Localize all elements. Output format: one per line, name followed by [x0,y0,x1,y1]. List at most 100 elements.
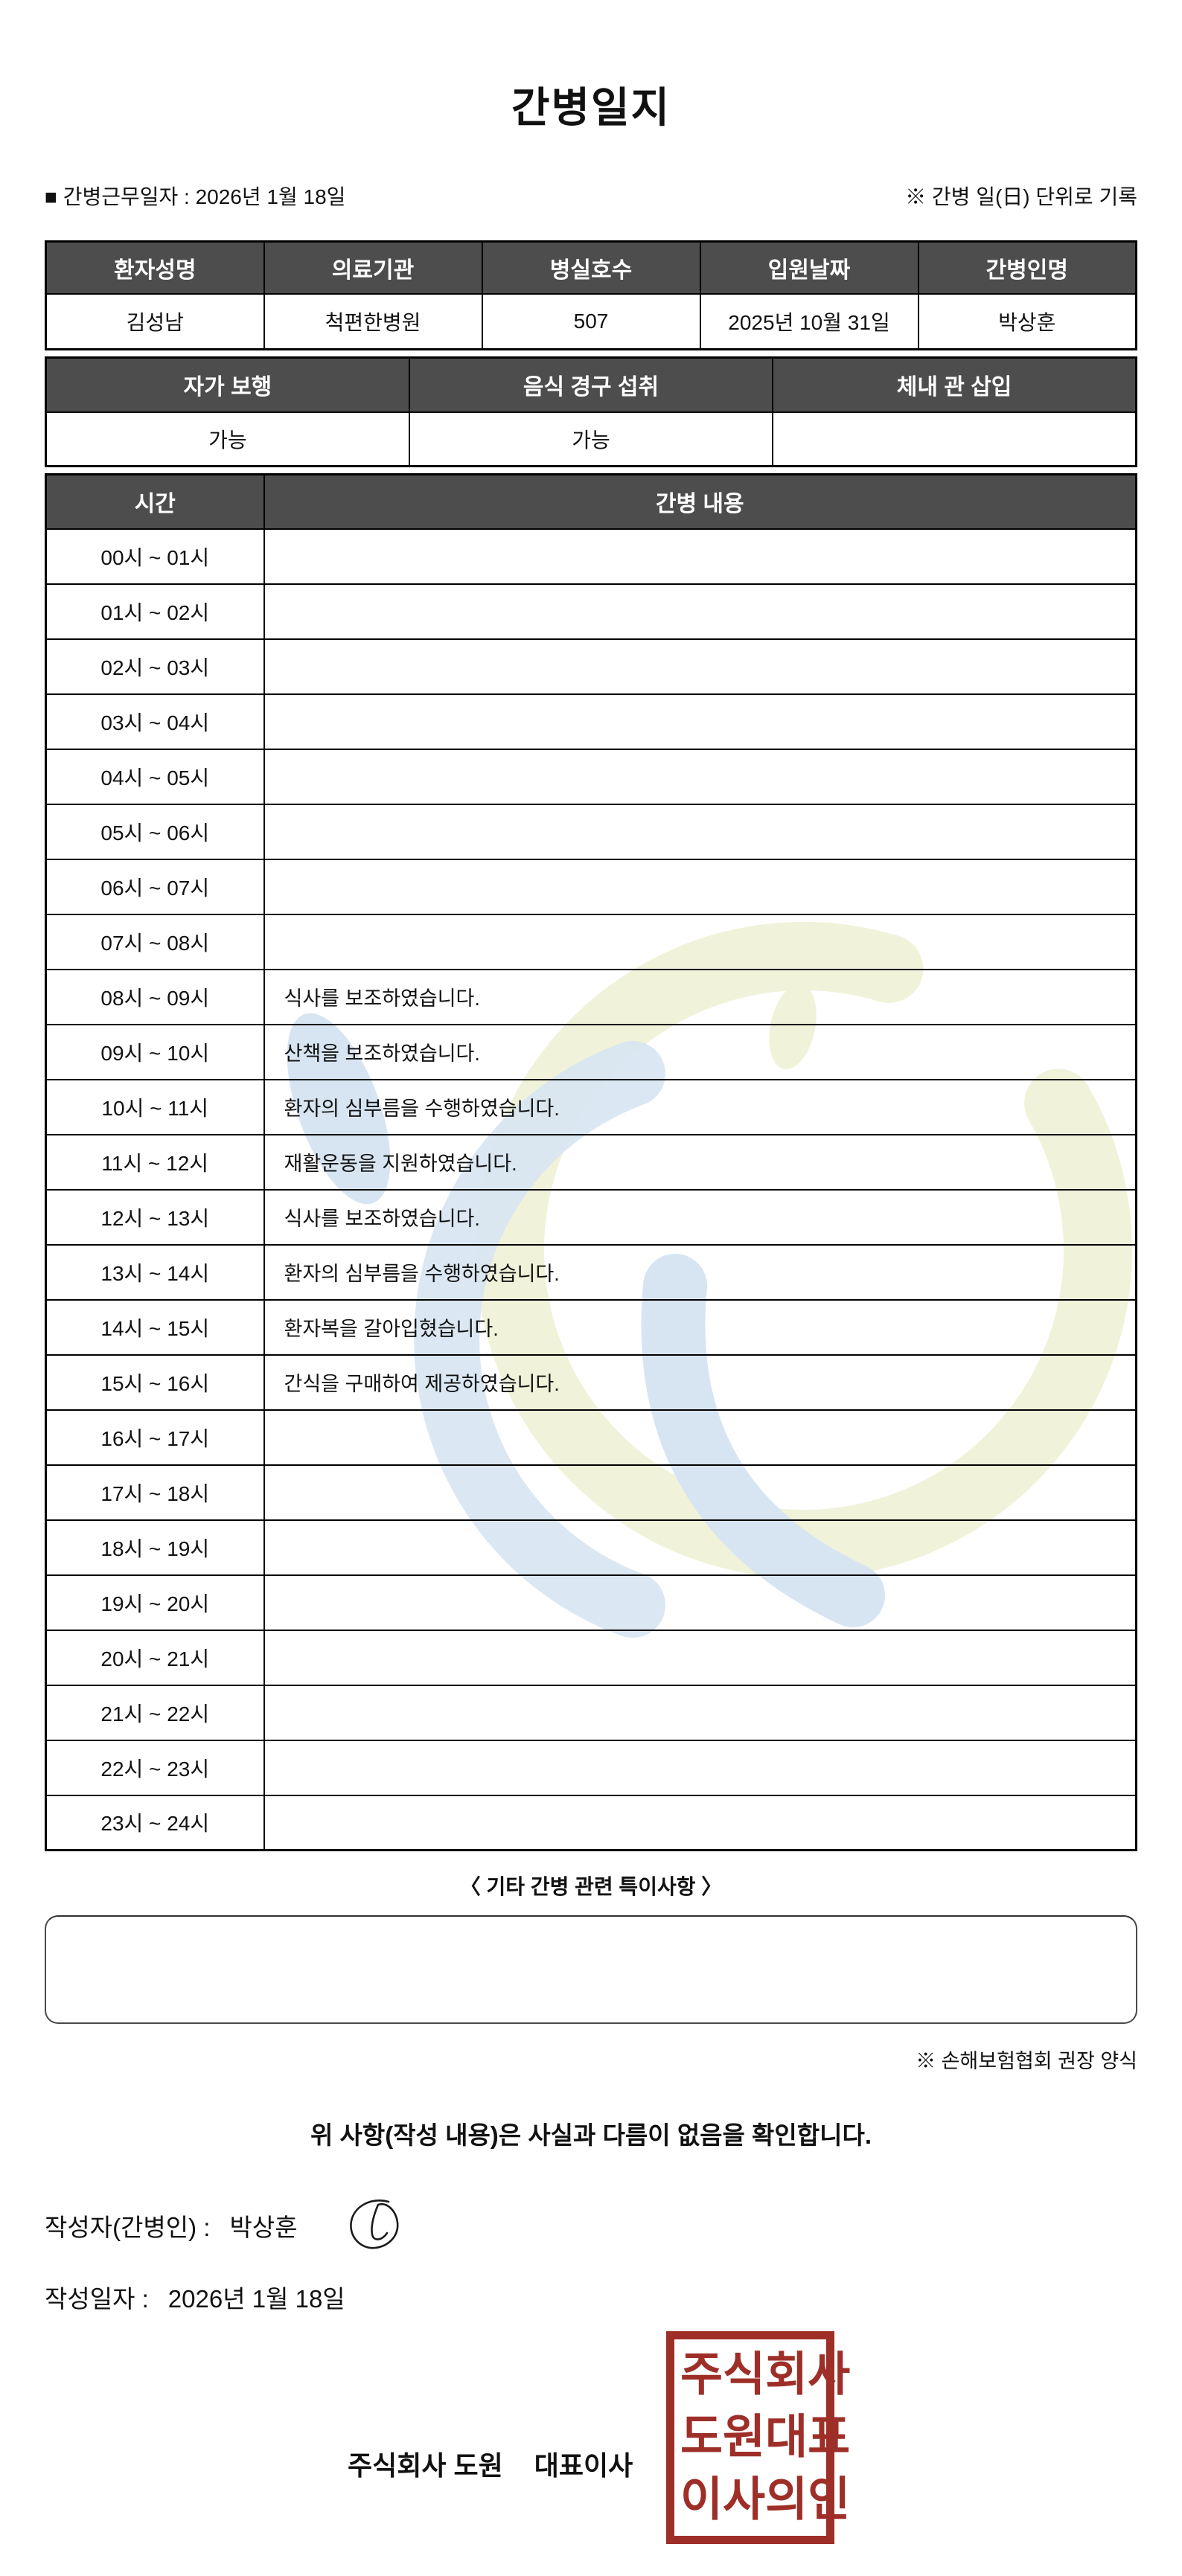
care-time-cell: 01시 ~ 02시 [45,583,265,640]
care-content-cell: 환자복을 갈아입혔습니다. [263,1298,1137,1356]
condition-value-cell: 가능 [45,411,410,467]
care-log-row: 21시 ~ 22시 [45,1684,1137,1741]
care-log-row: 23시 ~ 24시 [45,1794,1137,1851]
care-content-cell [263,1794,1137,1851]
seal-char: 사 [808,2349,851,2401]
care-log-row: 17시 ~ 18시 [45,1464,1137,1521]
care-log-row: 02시 ~ 03시 [45,638,1137,695]
seal-char: 이 [680,2474,723,2526]
care-log-table: 시간 간병 내용 00시 ~ 01시 01시 ~ 02시 02시 ~ 03시 0… [45,473,1137,1851]
care-content-cell [263,1629,1137,1686]
care-content-cell [263,858,1137,915]
care-log-header-row: 시간 간병 내용 [45,473,1137,530]
care-log-row: 15시 ~ 16시 간식을 구매하여 제공하였습니다. [45,1353,1137,1411]
care-time-cell: 08시 ~ 09시 [45,968,265,1025]
care-time-cell: 03시 ~ 04시 [45,693,265,750]
special-notes-heading: 〈 기타 간병 관련 특이사항 〉 [459,1875,723,1898]
patient-condition-table: 자가 보행 음식 경구 섭취 체내 관 삽입 가능 가능 [45,356,1137,467]
care-content-cell: 재활운동을 지원하였습니다. [263,1133,1137,1191]
care-log-row: 16시 ~ 17시 [45,1409,1137,1466]
insurance-form-note: ※ 손해보험협회 권장 양식 [916,2050,1137,2072]
care-content-cell [263,1409,1137,1466]
care-content-cell: 산책을 보조하였습니다. [263,1023,1137,1080]
patient-info-table: 환자성명 의료기관 병실호수 입원날짜 간병인명 김성남 척편한병원 507 2025년 10… [45,240,1137,350]
care-log-row: 19시 ~ 20시 [45,1574,1137,1631]
care-content-cell [263,913,1137,970]
care-time-cell: 14시 ~ 15시 [45,1298,265,1356]
care-time-cell: 00시 ~ 01시 [45,528,265,585]
care-content-cell [263,1464,1137,1521]
seal-char: 도 [680,2412,723,2464]
care-log-row: 01시 ~ 02시 [45,583,1137,640]
care-time-cell: 04시 ~ 05시 [45,748,265,805]
written-date-label: 작성일자 : [45,2285,149,2313]
content-column-header: 간병 내용 [263,473,1137,530]
care-time-cell: 21시 ~ 22시 [45,1684,265,1741]
time-column-header: 시간 [45,473,265,530]
condition-header-row: 자가 보행 음식 경구 섭취 체내 관 삽입 [45,356,1137,413]
care-content-cell: 식사를 보조하였습니다. [263,968,1137,1025]
care-log-row: 03시 ~ 04시 [45,693,1137,750]
care-content-cell: 식사를 보조하였습니다. [263,1188,1137,1246]
confirmation-statement: 위 사항(작성 내용)은 사실과 다름이 없음을 확인합니다. [310,2121,872,2149]
care-time-cell: 06시 ~ 07시 [45,858,265,915]
care-log-row: 07시 ~ 08시 [45,913,1137,970]
care-log-row: 00시 ~ 01시 [45,528,1137,585]
care-time-cell: 16시 ~ 17시 [45,1409,265,1466]
care-content-cell [263,1519,1137,1576]
patient-header-row: 환자성명 의료기관 병실호수 입원날짜 간병인명 [45,240,1137,295]
condition-value-cell: 가능 [408,411,774,467]
care-time-cell: 05시 ~ 06시 [45,803,265,860]
condition-header-cell: 자가 보행 [45,356,410,413]
company-ceo-line: 주식회사 도원 대표이사 [348,2444,633,2483]
care-content-cell [263,1574,1137,1631]
care-log-row: 10시 ~ 11시 환자의 심부름을 수행하였습니다. [45,1078,1137,1135]
seal-char: 주 [680,2349,723,2401]
patient-header-cell: 환자성명 [45,240,265,295]
care-log-row: 13시 ~ 14시 환자의 심부름을 수행하였습니다. [45,1243,1137,1301]
care-log-row: 08시 ~ 09시 식사를 보조하였습니다. [45,968,1137,1025]
special-notes-box [45,1915,1137,2024]
care-time-cell: 19시 ~ 20시 [45,1574,265,1631]
care-log-row: 04시 ~ 05시 [45,748,1137,805]
care-time-cell: 11시 ~ 12시 [45,1133,265,1191]
seal-char: 대 [765,2412,808,2464]
care-time-cell: 20시 ~ 21시 [45,1629,265,1686]
patient-value-cell: 2025년 10월 31일 [699,292,919,350]
care-content-cell [263,638,1137,695]
care-content-cell [263,748,1137,805]
seal-char: 식 [723,2349,766,2401]
patient-header-cell: 입원날짜 [699,240,919,295]
care-time-cell: 07시 ~ 08시 [45,913,265,970]
condition-header-cell: 체내 관 삽입 [772,356,1137,413]
care-content-cell [263,803,1137,860]
care-time-cell: 17시 ~ 18시 [45,1464,265,1521]
patient-value-row: 김성남 척편한병원 507 2025년 10월 31일 박상훈 [45,292,1137,350]
patient-value-cell: 박상훈 [917,292,1137,350]
writer-label: 작성자(간병인) : [45,2214,211,2241]
care-time-cell: 12시 ~ 13시 [45,1188,265,1246]
care-content-cell [263,583,1137,640]
patient-header-cell: 간병인명 [917,240,1137,295]
care-table-body: 00시 ~ 01시 01시 ~ 02시 02시 ~ 03시 03시 ~ 04시 … [45,528,1137,1851]
care-log-row: 22시 ~ 23시 [45,1739,1137,1796]
care-content-cell: 환자의 심부름을 수행하였습니다. [263,1078,1137,1135]
care-log-row: 06시 ~ 07시 [45,858,1137,915]
care-log-row: 18시 ~ 19시 [45,1519,1137,1576]
seal-char: 의 [765,2474,808,2526]
care-log-row: 05시 ~ 06시 [45,803,1137,860]
care-log-row: 14시 ~ 15시 환자복을 갈아입혔습니다. [45,1298,1137,1356]
care-work-date-label: ■ 간병근무일자 : 2026년 1월 18일 [45,185,346,208]
care-content-cell [263,1684,1137,1741]
company-title: 대표이사 [534,2450,633,2481]
care-time-cell: 22시 ~ 23시 [45,1739,265,1796]
patient-value-cell: 507 [481,292,701,350]
seal-char: 인 [808,2474,851,2526]
care-time-cell: 15시 ~ 16시 [45,1353,265,1411]
care-journal-page: 간병일지 ■ 간병근무일자 : 2026년 1월 18일 ※ 간병 일(日) 단… [0,74,1182,2576]
seal-char: 표 [808,2412,851,2464]
